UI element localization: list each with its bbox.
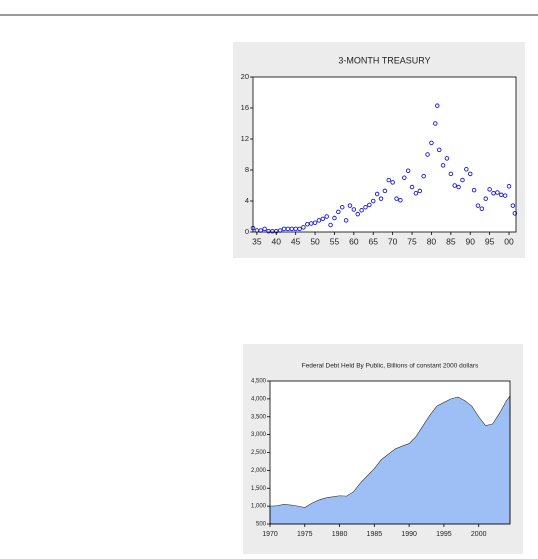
point	[475, 203, 481, 208]
x-tick-label: 1975	[297, 531, 313, 538]
x-tick-label: 60	[349, 236, 359, 246]
point	[297, 226, 302, 232]
area	[269, 395, 511, 525]
x-tick-label: 1995	[436, 531, 452, 538]
point	[343, 218, 349, 223]
point	[312, 220, 318, 225]
point	[324, 214, 329, 219]
y-tick-label: 20	[241, 72, 249, 81]
y-tick-label: 3,000	[251, 432, 267, 438]
point	[510, 203, 516, 208]
plot-border	[252, 76, 517, 233]
y-tick-label: 4,000	[251, 396, 267, 402]
point	[467, 171, 473, 177]
point	[502, 193, 508, 198]
x-tick-label: 65	[369, 236, 379, 246]
point	[351, 207, 357, 212]
y-tick-label: 16	[241, 103, 249, 112]
x-tick-label: 2000	[471, 531, 487, 538]
point	[386, 177, 392, 183]
x-tick-label: 90	[465, 236, 475, 246]
point	[448, 171, 454, 177]
x-tick-label: 70	[388, 236, 398, 246]
point	[487, 187, 492, 192]
point	[374, 191, 380, 197]
chart-title: Federal Debt Held By Public, Billions of…	[302, 363, 479, 370]
point	[402, 175, 407, 180]
point	[316, 218, 322, 223]
point	[506, 184, 512, 189]
x-tick-label: 45	[291, 236, 301, 246]
point	[483, 196, 488, 201]
point	[433, 121, 438, 126]
point	[452, 183, 457, 188]
point	[320, 216, 326, 222]
point	[394, 196, 399, 201]
point	[417, 188, 423, 194]
x-tick-label: 75	[407, 236, 417, 246]
x-tick-label: 1985	[367, 531, 383, 538]
y-tick-label: 4	[245, 196, 249, 205]
point	[355, 211, 360, 217]
point	[435, 103, 440, 108]
point	[359, 208, 364, 213]
point	[339, 204, 345, 210]
point	[421, 173, 426, 179]
x-tick-label: 85	[446, 236, 456, 246]
point	[367, 202, 372, 208]
y-tick-label: 1,500	[251, 486, 267, 492]
point	[363, 204, 368, 210]
point	[464, 166, 469, 172]
point	[347, 203, 353, 208]
x-tick-label: 00	[504, 236, 514, 246]
point	[262, 226, 267, 232]
point	[409, 184, 415, 190]
x-tick-label: 80	[427, 236, 437, 246]
chart-title: 3-MONTH TREASURY	[338, 55, 430, 65]
x-tick-label: 55	[330, 236, 340, 246]
y-tick-label: 2,500	[251, 450, 267, 456]
point	[398, 197, 403, 203]
point	[405, 168, 411, 174]
y-tick-label: 500	[256, 522, 267, 528]
y-tick-label: 1,000	[251, 504, 267, 510]
y-tick-label: 3,500	[251, 414, 267, 420]
point	[328, 222, 333, 228]
point	[301, 225, 306, 230]
x-tick-label: 1970	[262, 531, 278, 538]
plot-area	[253, 77, 516, 232]
point	[512, 211, 518, 216]
y-tick-label: 2,000	[251, 468, 267, 474]
point	[390, 180, 395, 185]
y-tick-label: 8	[245, 165, 249, 174]
point	[382, 188, 388, 194]
y-tick-label: 12	[241, 134, 249, 143]
point	[444, 156, 450, 161]
y-tick-label: 4,500	[251, 379, 267, 385]
point	[371, 198, 376, 204]
point	[479, 206, 485, 211]
point	[336, 209, 341, 215]
point	[440, 163, 446, 168]
x-tick-label: 1990	[401, 531, 417, 538]
point	[460, 177, 465, 183]
y-tick-label: 0	[245, 227, 249, 236]
point	[471, 187, 477, 193]
point	[436, 147, 442, 153]
point	[495, 190, 500, 195]
x-tick-label: 40	[272, 236, 282, 246]
point	[413, 190, 419, 196]
x-tick-label: 1980	[332, 531, 348, 538]
x-tick-label: 35	[252, 236, 262, 246]
point	[378, 196, 384, 201]
point	[425, 152, 430, 157]
x-tick-label: 50	[310, 236, 320, 246]
point	[456, 184, 461, 190]
point	[429, 140, 434, 146]
x-tick-label: 95	[485, 236, 495, 246]
point	[332, 215, 337, 221]
